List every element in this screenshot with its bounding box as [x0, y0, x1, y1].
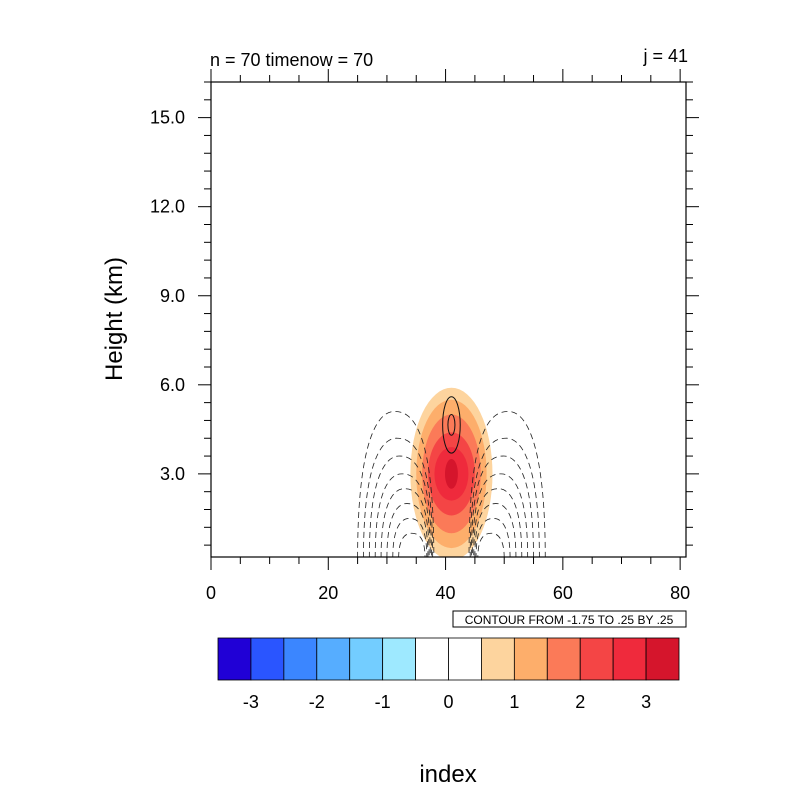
- solid-contour-1: [442, 396, 461, 454]
- solid-contour-2: [447, 414, 456, 436]
- x-tick-label: 0: [206, 583, 216, 603]
- dashed-contour-left-8: [398, 532, 426, 557]
- colorbar-label: 2: [575, 692, 585, 712]
- colorbar-labels: -3 -2 -1 0 1 2 3: [243, 692, 651, 712]
- colorbar-label: -3: [243, 692, 259, 712]
- dashed-contour-right-8: [477, 532, 505, 557]
- dashed-contour-left-5: [380, 488, 430, 557]
- plot-frame: [210, 81, 687, 558]
- x-tick-label: 40: [436, 583, 456, 603]
- colorbar-box-11: [546, 637, 581, 681]
- colorbar-box-7: [415, 637, 449, 681]
- colorbar-box-4: [316, 637, 351, 681]
- colorbar-box-2: [250, 637, 285, 681]
- colorbar-box-3: [283, 637, 318, 681]
- y-tick-label: 12.0: [150, 197, 185, 217]
- dashed-contour-right-4: [472, 473, 529, 557]
- colorbar-label: -2: [309, 692, 325, 712]
- x-tick-labels: 0 20 40 60 80: [206, 583, 690, 603]
- colorbar-box-10: [513, 637, 548, 681]
- colorbar-box-13: [612, 637, 647, 681]
- left-title: n = 70 timenow = 70: [210, 50, 373, 70]
- fill-band-6: [444, 459, 458, 489]
- dashed-contour-right-5: [473, 488, 523, 557]
- x-axis-label: index: [419, 761, 476, 788]
- y-tick-label: 15.0: [150, 108, 185, 128]
- line-contours: [357, 396, 546, 557]
- dashed-contour-right-2: [469, 437, 540, 557]
- colorbar-box-14: [645, 637, 680, 681]
- dashed-contour-left-4: [374, 473, 431, 557]
- colorbar-box-9: [481, 637, 515, 681]
- contour-info-box: [452, 610, 687, 628]
- x-tick-label: 20: [318, 583, 338, 603]
- y-axis-label: Height (km): [101, 257, 128, 381]
- filled-contours: [410, 387, 493, 557]
- contour-info-text: CONTOUR FROM -1.75 TO .25 BY .25: [465, 613, 674, 627]
- y-tick-labels: 3.0 6.0 9.0 12.0 15.0: [150, 108, 185, 484]
- dashed-contour-left-7: [392, 518, 428, 557]
- dashed-contour-left-3: [368, 455, 432, 557]
- dashed-contour-left-1: [357, 411, 435, 557]
- right-title: j = 41: [642, 46, 688, 66]
- colorbar-box-12: [579, 637, 614, 681]
- dashed-contour-right-3: [470, 455, 534, 557]
- colorbar-box-5: [349, 637, 384, 681]
- colorbar-box-1: [217, 637, 252, 681]
- y-tick-label: 3.0: [160, 464, 185, 484]
- colorbar-label: -1: [375, 692, 391, 712]
- colorbar-label: 3: [641, 692, 651, 712]
- dashed-contour-right-7: [475, 518, 511, 557]
- y-tick-label: 6.0: [160, 375, 185, 395]
- colorbar-box-6: [382, 637, 416, 681]
- x-tick-label: 60: [553, 583, 573, 603]
- colorbar: [217, 637, 680, 681]
- colorbar-box-8: [448, 637, 482, 681]
- colorbar-label: 1: [509, 692, 519, 712]
- dashed-contour-left-2: [363, 437, 434, 557]
- colorbar-label: 0: [443, 692, 453, 712]
- dashed-contour-right-1: [468, 411, 546, 557]
- dashed-contour-left-6: [386, 503, 429, 557]
- y-tick-label: 9.0: [160, 286, 185, 306]
- axis-ticks: [198, 69, 699, 570]
- dashed-contour-right-6: [474, 503, 517, 557]
- x-tick-label: 80: [670, 583, 690, 603]
